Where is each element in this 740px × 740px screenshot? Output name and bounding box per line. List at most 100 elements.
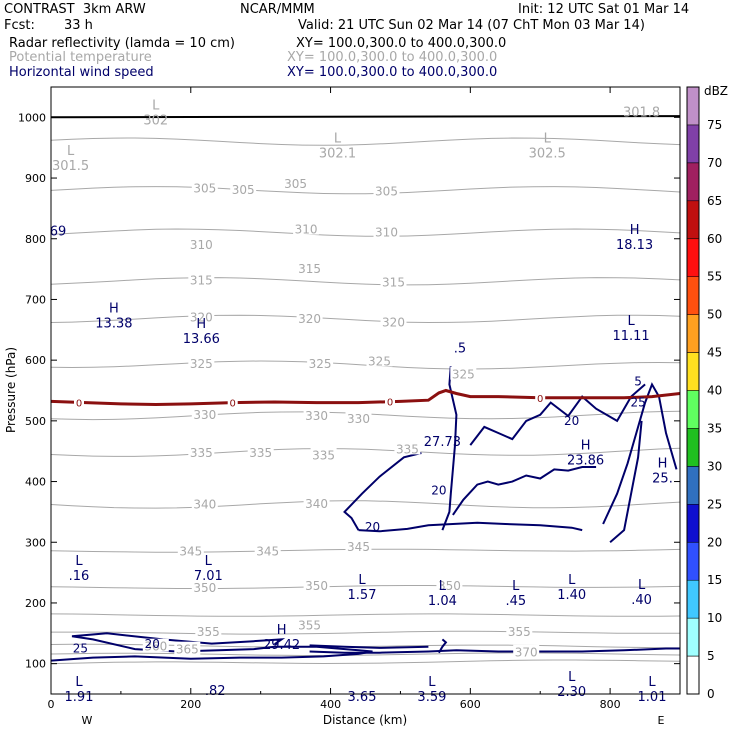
wind-contour-line xyxy=(309,644,429,649)
wind-extremum-mark: L xyxy=(75,675,83,690)
fcst-value: 33 h xyxy=(64,18,93,33)
theta-label-bg xyxy=(296,261,323,275)
wind-extremum-value: .5 xyxy=(454,342,466,357)
theta-label-bg xyxy=(142,638,169,652)
theta-contour-label: 320 xyxy=(382,316,405,330)
colorbar: 0 5 10 15 20 25 30 35 40 45 50 55 60 65 70 75 xyxy=(686,86,722,701)
theta-contour-label: 355 xyxy=(197,625,220,639)
wind-extremum-value: 13.66 xyxy=(183,332,220,347)
wind-contour-line xyxy=(441,366,458,531)
theta-contour-line xyxy=(51,652,680,656)
wind-extremum-value: 1.40 xyxy=(557,588,586,603)
zero-isotherm-label: 0 xyxy=(387,397,393,408)
fcst-label: Fcst: xyxy=(4,18,35,33)
theta-contour-label: 365 xyxy=(176,643,199,657)
wind-extremum-value: .45 xyxy=(505,594,526,609)
colorbar-swatch xyxy=(686,352,700,391)
wind-extremum-value: 69 xyxy=(50,224,67,239)
wind-extremum-value: 11.11 xyxy=(612,329,649,344)
theta-extremum-value: 302.1 xyxy=(319,147,356,162)
theta-contour-line xyxy=(51,228,680,237)
theta-contour-label: 345 xyxy=(347,540,370,554)
field-wind-xy: XY= 100.0,300.0 to 400.0,300.0 xyxy=(287,65,498,80)
ground-surface-line xyxy=(50,115,681,119)
theta-label-bg xyxy=(191,406,218,420)
colorbar-swatch xyxy=(686,655,700,695)
theta-contour-label: 315 xyxy=(298,262,321,276)
theta-label-bg xyxy=(513,644,540,658)
wind-contour-line xyxy=(309,647,680,654)
field-theta-xy: XY= 100.0,300.0 to 400.0,300.0 xyxy=(287,50,498,65)
ground-line xyxy=(50,115,681,119)
y-tick-label: 700 xyxy=(25,293,46,306)
field-theta-name: Potential temperature xyxy=(9,50,152,65)
wind-extremum-value: .16 xyxy=(69,569,90,584)
theta-contour-label: 335 xyxy=(312,448,335,462)
wind-extremum-mark: L xyxy=(439,579,447,594)
wind-extremum-value: 3.65 xyxy=(348,690,377,705)
theta-contour-label: 340 xyxy=(193,498,216,512)
theta-contour-label: 355 xyxy=(298,618,321,632)
colorbar-swatch xyxy=(686,314,700,353)
theta-label-bg xyxy=(195,624,222,638)
x-axis-label: Distance (km) xyxy=(323,713,407,727)
wind-contour-line xyxy=(609,420,643,544)
theta-contour-label: 330 xyxy=(193,408,216,422)
theta-contour-label: 325 xyxy=(368,354,391,368)
theta-label-bg xyxy=(230,182,257,196)
wind-contour-label: 20 xyxy=(365,520,380,534)
zero-isotherm-line xyxy=(51,388,680,407)
theta-contours xyxy=(51,137,680,665)
theta-contour-label: 325 xyxy=(190,357,213,371)
wind-extremum-mark: L xyxy=(205,554,213,569)
theta-contour-line xyxy=(51,186,680,195)
valid-time: Valid: 21 UTC Sun 02 Mar 14 (07 ChT Mon … xyxy=(298,18,645,33)
theta-contour-label: 315 xyxy=(190,274,213,288)
wind-extremum-mark: H xyxy=(196,317,206,332)
theta-contour-label: 350 xyxy=(305,579,328,593)
theta-contour-label: 335 xyxy=(396,442,419,456)
wind-extremum-value: 23.86 xyxy=(567,453,604,468)
x-tick-label: 600 xyxy=(460,698,481,711)
wind-contour-line xyxy=(469,383,646,446)
colorbar-level-label: 5 xyxy=(707,649,715,663)
y-tick-label: 1000 xyxy=(18,111,46,124)
colorbar-swatch xyxy=(686,504,700,543)
theta-contour-label: 340 xyxy=(305,497,328,511)
theta-label-bg xyxy=(296,310,323,324)
theta-label-bg xyxy=(373,224,400,238)
theta-contour-label: 350 xyxy=(193,581,216,595)
y-tick-label: 600 xyxy=(25,354,46,367)
theta-label-bg xyxy=(188,236,215,250)
wind-extremum-mark: L xyxy=(568,670,576,685)
plot-frame xyxy=(50,86,681,695)
theta-contour-line xyxy=(51,360,680,370)
colorbar-swatch xyxy=(686,238,700,277)
y-tick-label: 900 xyxy=(25,172,46,185)
wind-extremum-mark: H xyxy=(581,438,591,453)
wind-contour-label: 20 xyxy=(564,414,579,428)
theta-label-bg xyxy=(506,624,533,638)
y-tick-label: 300 xyxy=(25,536,46,549)
theta-contour-line xyxy=(51,314,680,324)
colorbar-swatch xyxy=(686,200,700,239)
theta-label-bg xyxy=(191,496,218,510)
wind-extremum-mark: L xyxy=(627,314,635,329)
theta-label-bg xyxy=(296,617,323,631)
theta-label-bg xyxy=(191,180,218,194)
x-tick-label: 200 xyxy=(180,698,201,711)
wind-extremum-value: 2.30 xyxy=(557,685,586,700)
wind-extremum-value: 29.42 xyxy=(263,638,300,653)
wind-extremum-value: 1.57 xyxy=(348,588,377,603)
theta-contour-line xyxy=(51,137,680,146)
colorbar-swatch xyxy=(686,579,700,619)
theta-contour-label: 305 xyxy=(284,177,307,191)
theta-contour-label: 325 xyxy=(309,357,332,371)
zero-isotherm-label-bg xyxy=(385,396,395,407)
wind-extremum-value: 3.59 xyxy=(417,690,446,705)
theta-extremum-mark: L xyxy=(544,132,552,147)
wind-contour-line xyxy=(343,452,422,531)
wind-extremum-value: 18.13 xyxy=(616,238,653,253)
wind-extremum-value: 1.91 xyxy=(65,690,94,705)
